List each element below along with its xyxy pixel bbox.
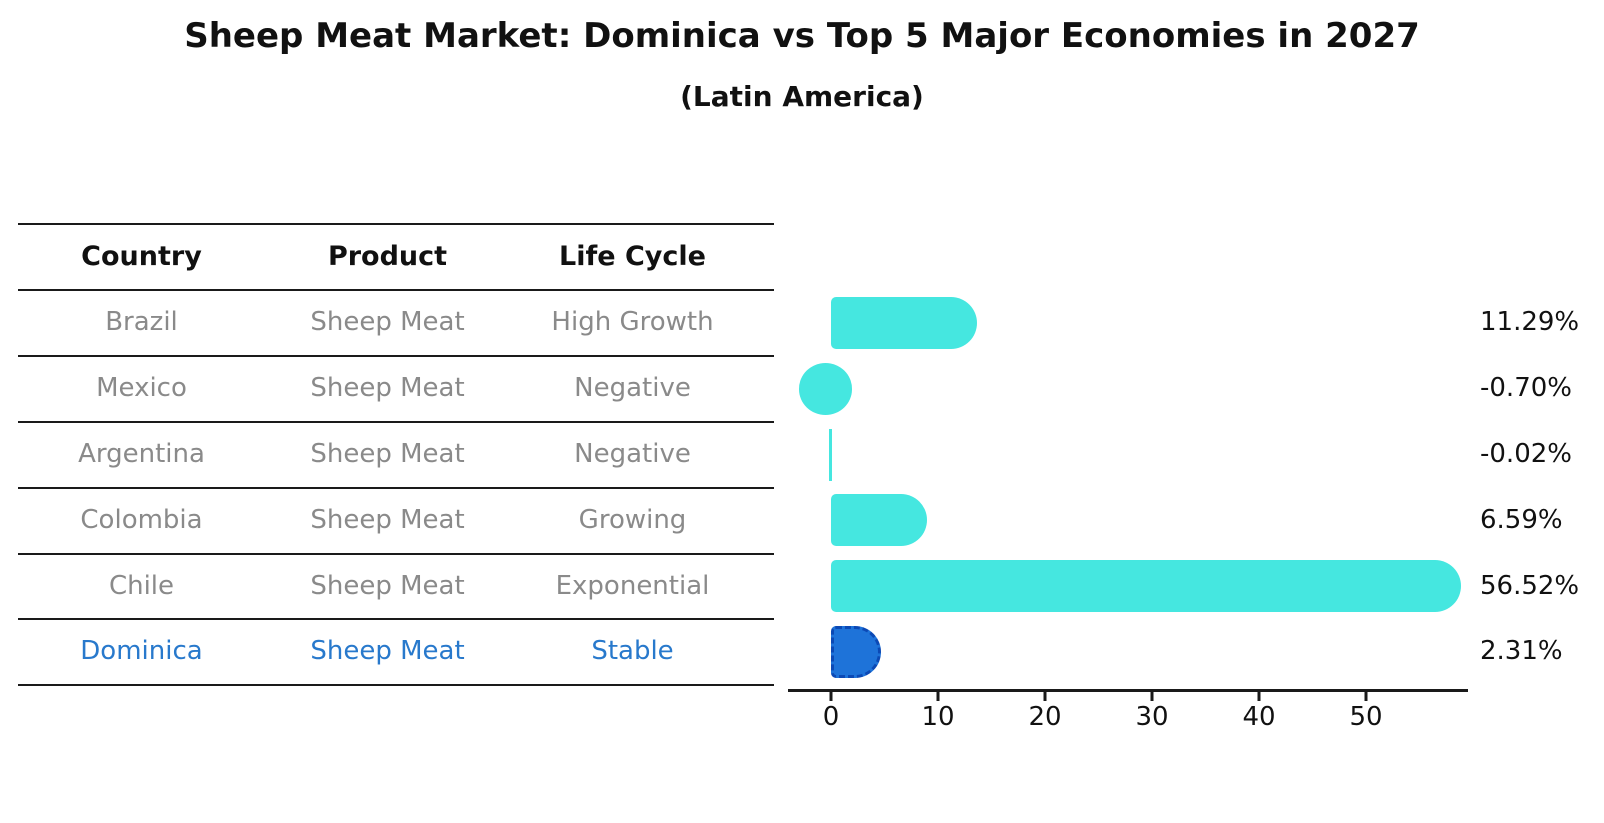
- cell-country: Argentina: [78, 439, 205, 469]
- cell-product: Sheep Meat: [310, 505, 465, 535]
- table-line: [18, 684, 774, 686]
- bar-brazil: [831, 297, 977, 349]
- cell-life-cycle: High Growth: [551, 307, 714, 337]
- cell-country: Chile: [108, 571, 175, 601]
- x-axis-tick-label: 10: [921, 702, 955, 732]
- cell-country: Mexico: [96, 373, 187, 403]
- table-line: [18, 487, 774, 489]
- value-label-colombia: 6.59%: [1480, 505, 1563, 535]
- chart-subtitle: (Latin America): [680, 80, 924, 113]
- cell-product: Sheep Meat: [310, 373, 465, 403]
- table-line: [18, 289, 774, 291]
- value-label-argentina: -0.02%: [1480, 439, 1572, 469]
- table-row-brazil: Brazil Sheep Meat High Growth: [18, 289, 755, 355]
- cell-product: Sheep Meat: [310, 571, 465, 601]
- cell-life-cycle: Stable: [591, 636, 674, 666]
- x-axis-tick: [1257, 692, 1261, 701]
- x-axis-tick: [1150, 692, 1154, 701]
- table-line: [18, 355, 774, 357]
- x-axis-line: [788, 689, 1468, 692]
- bar-dominica: [831, 626, 881, 679]
- bar-chile: [831, 560, 1461, 613]
- table-row-dominica: Dominica Sheep Meat Stable: [18, 618, 755, 684]
- table-header-row: Country Product Life Cycle: [18, 223, 755, 289]
- x-axis-tick-label: 0: [822, 702, 840, 732]
- value-label-dominica: 2.31%: [1480, 636, 1563, 666]
- cell-life-cycle: Negative: [574, 439, 691, 469]
- cell-life-cycle: Negative: [574, 373, 691, 403]
- x-axis-tick: [829, 692, 833, 701]
- x-axis-tick-label: 40: [1242, 702, 1276, 732]
- bar-mexico: [798, 362, 852, 415]
- cell-life-cycle: Exponential: [555, 571, 710, 601]
- cell-country: Dominica: [80, 636, 203, 666]
- cell-product: Sheep Meat: [310, 439, 465, 469]
- table-line: [18, 618, 774, 620]
- cell-product: Sheep Meat: [310, 307, 465, 337]
- cell-product: Sheep Meat: [310, 636, 465, 666]
- x-axis-tick: [936, 692, 940, 701]
- x-axis-tick: [1043, 692, 1047, 701]
- x-axis-tick-label: 50: [1349, 702, 1383, 732]
- cell-life-cycle: Growing: [578, 505, 687, 535]
- column-header-country: Country: [81, 240, 202, 272]
- value-label-mexico: -0.70%: [1480, 373, 1572, 403]
- table-line: [18, 421, 774, 423]
- table-row-chile: Chile Sheep Meat Exponential: [18, 553, 755, 619]
- chart-title: Sheep Meat Market: Dominica vs Top 5 Maj…: [184, 16, 1420, 56]
- x-axis-tick: [1364, 692, 1368, 701]
- bar-argentina: [829, 428, 832, 481]
- cell-country: Colombia: [80, 505, 203, 535]
- bar-colombia: [831, 494, 927, 547]
- table-line: [18, 553, 774, 555]
- table-row-mexico: Mexico Sheep Meat Negative: [18, 355, 755, 421]
- x-axis-tick-label: 20: [1028, 702, 1062, 732]
- value-label-chile: 56.52%: [1480, 571, 1580, 601]
- x-axis-tick-label: 30: [1135, 702, 1169, 732]
- cell-country: Brazil: [105, 307, 178, 337]
- column-header-product: Product: [327, 240, 448, 272]
- value-label-brazil: 11.29%: [1480, 307, 1580, 337]
- table-row-argentina: Argentina Sheep Meat Negative: [18, 421, 755, 487]
- column-header-life-cycle: Life Cycle: [559, 240, 706, 272]
- table-line: [18, 223, 774, 225]
- table-row-colombia: Colombia Sheep Meat Growing: [18, 487, 755, 553]
